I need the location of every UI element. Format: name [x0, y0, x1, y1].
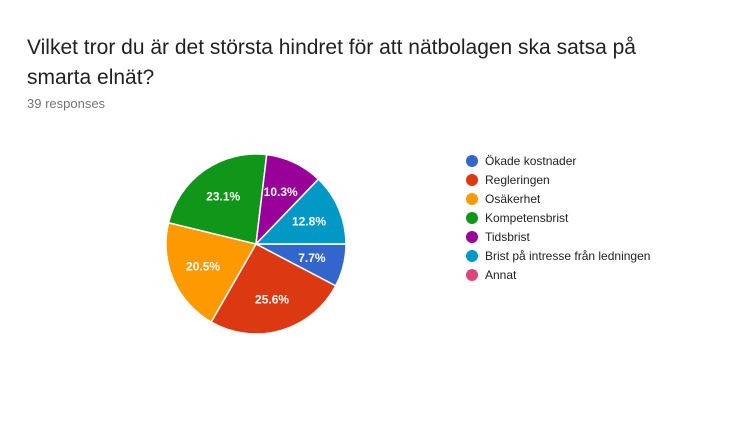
legend-label: Brist på intresse från ledningen	[485, 248, 651, 263]
question-title: Vilket tror du är det största hindret fö…	[27, 36, 636, 89]
chart-legend: Ökade kostnader Regleringen Osäkerhet Kompe…	[466, 151, 650, 284]
pie-slice[interactable]	[210, 243, 337, 335]
legend-swatch	[466, 154, 478, 167]
slice-label: 7.7%	[298, 251, 326, 265]
legend-item[interactable]: Tidsbrist	[466, 227, 650, 246]
legend-label: Annat	[485, 267, 517, 282]
slice-label: 25.6%	[255, 292, 289, 306]
legend-label: Osäkerhet	[485, 191, 541, 206]
pie-slice[interactable]	[254, 178, 347, 245]
slice-label: 20.5%	[186, 260, 220, 274]
legend-item[interactable]: Brist på intresse från ledningen	[466, 246, 650, 265]
pie-slice[interactable]	[167, 153, 268, 245]
legend-swatch	[466, 173, 478, 186]
legend-item[interactable]: Annat	[466, 265, 650, 284]
pie-slice-labels: 7.7% 25.6% 20.5% 23.1% 10.3% 12.8%	[186, 185, 326, 306]
legend-swatch	[466, 211, 478, 224]
legend-label: Kompetensbrist	[485, 210, 569, 225]
legend-item[interactable]: Ökade kostnader	[466, 151, 650, 170]
pie-slices	[165, 153, 347, 335]
legend-item[interactable]: Kompetensbrist	[466, 208, 650, 227]
legend-swatch	[466, 230, 478, 243]
legend-label: Ökade kostnader	[485, 153, 577, 168]
legend-item[interactable]: Osäkerhet	[466, 189, 650, 208]
slice-label: 23.1%	[206, 190, 240, 204]
legend-label: Tidsbrist	[485, 229, 530, 244]
slice-label: 12.8%	[292, 214, 326, 228]
pie-slice[interactable]	[165, 221, 258, 324]
legend-swatch	[466, 249, 478, 262]
legend-swatch	[466, 268, 478, 281]
slice-label: 10.3%	[264, 185, 298, 199]
legend-swatch	[466, 192, 478, 205]
response-count: 39 responses	[27, 96, 106, 111]
legend-label: Regleringen	[485, 172, 550, 187]
legend-item[interactable]: Regleringen	[466, 170, 650, 189]
